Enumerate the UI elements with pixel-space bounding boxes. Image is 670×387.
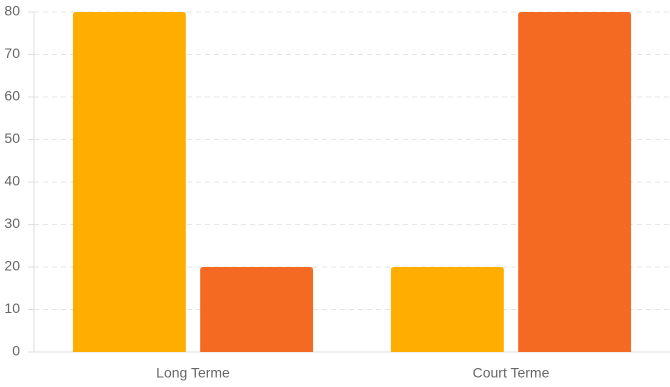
y-tick-label: 0 — [12, 343, 20, 359]
bar — [72, 12, 186, 352]
y-tick-label: 50 — [4, 130, 20, 146]
bar — [200, 267, 314, 352]
y-tick-label: 40 — [4, 173, 20, 189]
y-tick-label: 10 — [4, 300, 20, 316]
x-tick-label: Court Terme — [473, 365, 550, 381]
y-tick-label: 30 — [4, 215, 20, 231]
x-tick-label: Long Terme — [156, 365, 230, 381]
bar — [518, 12, 632, 352]
y-tick-label: 60 — [4, 88, 20, 104]
y-tick-label: 70 — [4, 45, 20, 61]
bar — [390, 267, 504, 352]
y-tick-label: 20 — [4, 258, 20, 274]
y-tick-label: 80 — [4, 3, 20, 19]
